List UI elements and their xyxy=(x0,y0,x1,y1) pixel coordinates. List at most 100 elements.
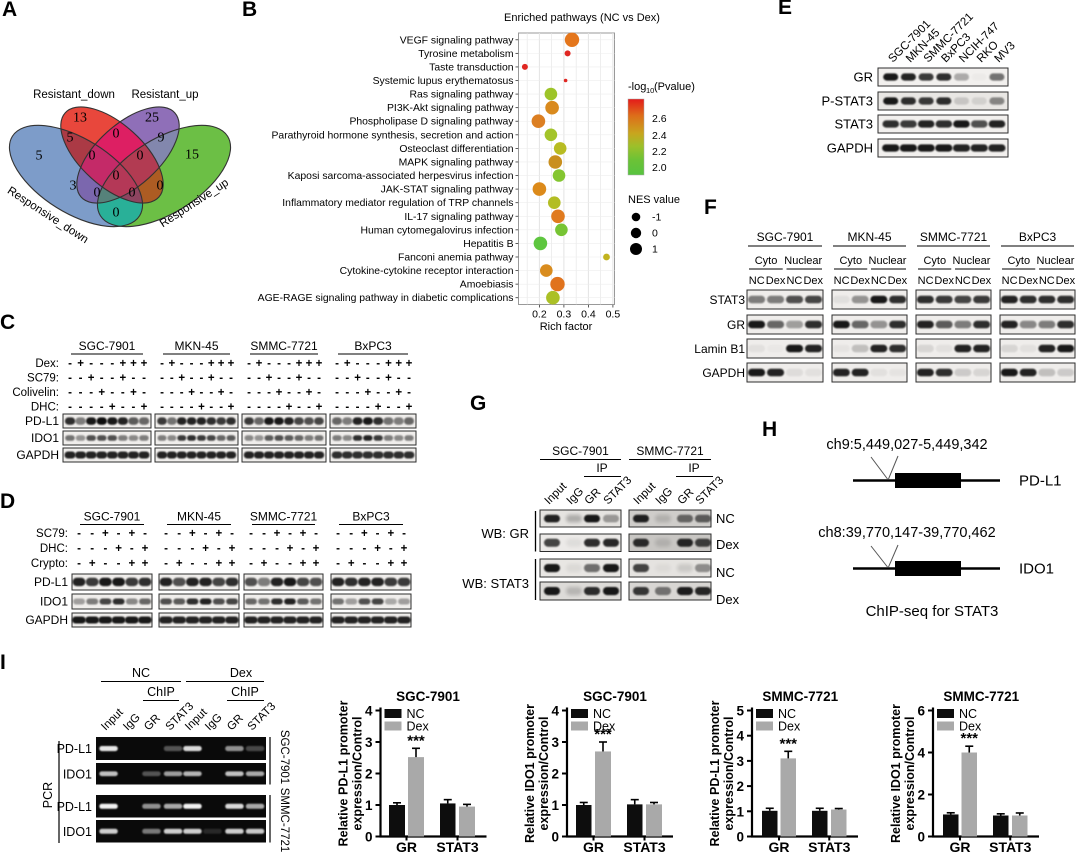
svg-text:NC: NC xyxy=(1002,275,1018,287)
svg-text:-: - xyxy=(160,402,164,414)
svg-text:-: - xyxy=(89,358,93,370)
svg-text:Dex: Dex xyxy=(593,720,616,734)
svg-text:GR: GR xyxy=(583,839,604,854)
svg-text:-: - xyxy=(247,402,251,414)
svg-text:D: D xyxy=(0,490,15,513)
svg-text:-: - xyxy=(68,358,72,370)
svg-text:Nuclear: Nuclear xyxy=(953,255,991,267)
svg-text:NC: NC xyxy=(132,666,150,680)
svg-text:+: + xyxy=(300,528,307,540)
svg-text:SMMC-7721: SMMC-7721 xyxy=(250,510,318,524)
svg-text:GAPDH: GAPDH xyxy=(16,448,59,462)
svg-text:NC: NC xyxy=(716,511,735,526)
svg-text:MAPK signaling pathway: MAPK signaling pathway xyxy=(399,157,515,168)
svg-text:-: - xyxy=(77,543,81,555)
svg-text:+: + xyxy=(130,387,137,399)
svg-text:Cytokine-cytokine receptor int: Cytokine-cytokine receptor interaction xyxy=(340,266,514,277)
svg-text:-: - xyxy=(117,528,121,540)
svg-text:+: + xyxy=(215,528,222,540)
svg-text:GR: GR xyxy=(727,318,745,332)
svg-text:+: + xyxy=(228,402,235,414)
svg-text:+: + xyxy=(276,387,283,399)
svg-text:-: - xyxy=(349,543,353,555)
svg-text:STAT3: STAT3 xyxy=(623,839,665,854)
svg-text:-: - xyxy=(249,528,253,540)
svg-text:-: - xyxy=(247,373,251,385)
svg-text:-: - xyxy=(376,358,380,370)
svg-text:+: + xyxy=(364,387,371,399)
svg-text:-: - xyxy=(209,387,213,399)
svg-text:Parathyroid hormone synthesis,: Parathyroid hormone synthesis, secretion… xyxy=(271,130,513,141)
svg-text:Crypto:: Crypto: xyxy=(31,558,68,570)
svg-text:***: *** xyxy=(779,735,797,752)
svg-text:Resistant_down: Resistant_down xyxy=(33,89,115,101)
svg-text:Colivelin:: Colivelin: xyxy=(12,387,59,399)
svg-text:SMMC-7721: SMMC-7721 xyxy=(636,444,704,458)
svg-text:Cyto: Cyto xyxy=(839,255,862,267)
svg-text:-: - xyxy=(160,358,164,370)
svg-text:+: + xyxy=(176,558,183,570)
svg-text:+: + xyxy=(361,528,368,540)
svg-text:-: - xyxy=(267,358,271,370)
svg-text:-: - xyxy=(219,373,223,385)
svg-text:-: - xyxy=(356,387,360,399)
svg-text:-: - xyxy=(160,373,164,385)
svg-text:+: + xyxy=(208,358,215,370)
svg-text:+: + xyxy=(266,373,273,385)
svg-text:3: 3 xyxy=(365,735,373,750)
svg-text:+: + xyxy=(208,373,215,385)
svg-text:WB: STAT3: WB: STAT3 xyxy=(462,576,529,591)
svg-text:IDO1: IDO1 xyxy=(40,595,68,609)
svg-text:-: - xyxy=(336,558,340,570)
svg-text:JAK-STAT signaling pathway: JAK-STAT signaling pathway xyxy=(381,185,515,196)
svg-text:PD-L1: PD-L1 xyxy=(34,575,68,589)
svg-text:Cyto: Cyto xyxy=(1007,255,1030,267)
svg-text:-: - xyxy=(277,358,281,370)
svg-text:-: - xyxy=(117,558,121,570)
svg-text:-: - xyxy=(121,402,125,414)
svg-text:Dex:: Dex: xyxy=(35,358,59,370)
svg-text:-: - xyxy=(90,543,94,555)
svg-text:Osteoclast differentiation: Osteoclast differentiation xyxy=(399,144,513,155)
svg-text:5: 5 xyxy=(736,704,744,719)
svg-text:-log: -log xyxy=(628,81,646,93)
svg-text:expression/Control: expression/Control xyxy=(722,717,736,831)
svg-text:-: - xyxy=(180,402,184,414)
svg-text:B: B xyxy=(242,0,257,21)
svg-text:-: - xyxy=(287,373,291,385)
svg-text:0: 0 xyxy=(917,830,925,845)
svg-text:-: - xyxy=(397,402,401,414)
svg-text:-: - xyxy=(335,358,339,370)
svg-text:Nuclear: Nuclear xyxy=(869,255,907,267)
svg-text:expression/Control: expression/Control xyxy=(537,717,551,831)
svg-text:GR: GR xyxy=(854,70,874,85)
svg-text:0: 0 xyxy=(551,830,559,845)
svg-text:+: + xyxy=(142,558,149,570)
svg-text:+: + xyxy=(141,358,148,370)
svg-text:-: - xyxy=(132,373,136,385)
svg-text:-: - xyxy=(170,402,174,414)
svg-text:+: + xyxy=(168,358,175,370)
svg-text:5: 5 xyxy=(67,131,74,146)
svg-text:-: - xyxy=(257,373,261,385)
svg-text:NC: NC xyxy=(786,275,802,287)
svg-text:6: 6 xyxy=(917,704,925,719)
svg-text:+: + xyxy=(119,373,126,385)
svg-text:PI3K-Akt signaling pathway: PI3K-Akt signaling pathway xyxy=(387,103,514,114)
svg-text:GR: GR xyxy=(396,839,417,854)
svg-text:-: - xyxy=(314,528,318,540)
svg-text:E: E xyxy=(778,0,792,19)
svg-text:-: - xyxy=(345,402,349,414)
svg-text:-: - xyxy=(362,558,366,570)
svg-text:GAPDH: GAPDH xyxy=(827,141,873,156)
svg-text:SGC-7901: SGC-7901 xyxy=(396,689,460,704)
svg-text:DHC:: DHC: xyxy=(31,402,59,414)
svg-text:-: - xyxy=(79,373,83,385)
svg-text:+: + xyxy=(88,373,95,385)
svg-text:+: + xyxy=(286,402,293,414)
svg-text:SGC-7901: SGC-7901 xyxy=(583,689,647,704)
svg-text:3: 3 xyxy=(551,735,559,750)
svg-text:0: 0 xyxy=(113,169,120,184)
svg-text:-: - xyxy=(68,373,72,385)
svg-text:+: + xyxy=(300,558,307,570)
